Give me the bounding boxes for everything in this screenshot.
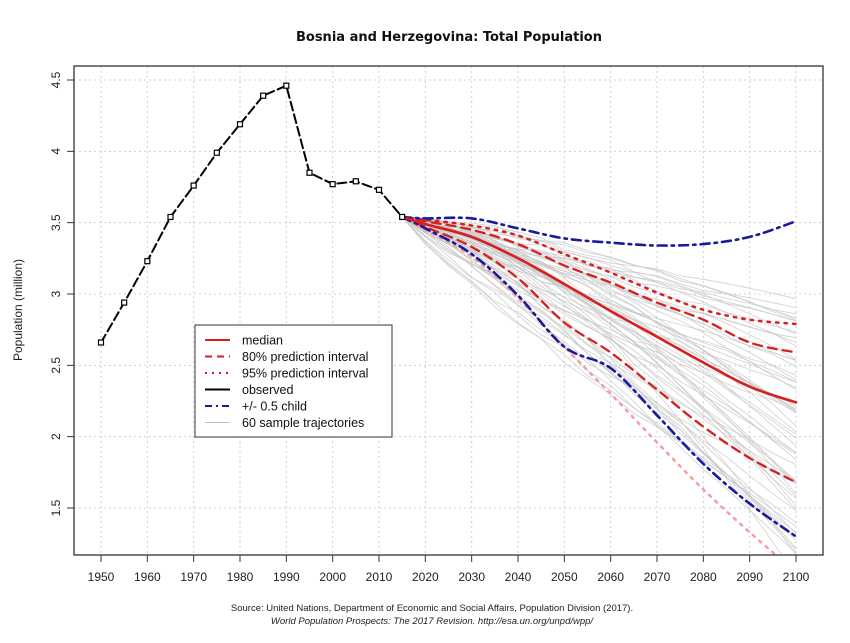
- legend-label: observed: [242, 383, 293, 397]
- observed-point: [190, 182, 197, 189]
- observed-point: [144, 258, 151, 265]
- trajectory-line: [402, 216, 797, 376]
- sample-trajectories: [401, 216, 797, 555]
- observed-markers: [97, 82, 406, 346]
- x-tick-label: 2080: [690, 570, 717, 584]
- y-tick-label: 2: [49, 433, 63, 440]
- chart-title: Bosnia and Herzegovina: Total Population: [296, 30, 602, 45]
- x-tick-label: 1990: [273, 570, 300, 584]
- trajectory-line: [401, 216, 797, 389]
- observed-point: [399, 213, 406, 221]
- observed-point: [306, 169, 313, 176]
- trajectory-line: [402, 216, 797, 454]
- legend-label: 95% prediction interval: [242, 367, 368, 381]
- legend-label: +/- 0.5 child: [242, 400, 307, 414]
- trajectory-line: [402, 216, 797, 335]
- trajectory-line: [402, 216, 797, 320]
- x-tick-label: 2040: [505, 570, 532, 584]
- series-lines: [100, 84, 798, 555]
- observed-point: [121, 299, 128, 306]
- plus-half-child-line: [400, 215, 798, 247]
- trajectory-line: [401, 216, 797, 482]
- plot-frame: [73, 65, 824, 556]
- trajectory-line: [402, 216, 797, 534]
- trajectory-line: [401, 216, 797, 361]
- y-tick-label: 1.5: [49, 499, 63, 516]
- x-tick-label: 2030: [458, 570, 485, 584]
- trajectory-line: [402, 216, 797, 454]
- observed-point: [329, 181, 336, 188]
- trajectory-line: [401, 216, 797, 466]
- observed-line: [100, 84, 404, 344]
- trajectory-line: [402, 216, 797, 343]
- y-tick-label: 3.5: [49, 214, 63, 231]
- observed-point: [260, 92, 267, 99]
- x-tick-label: 1960: [134, 570, 161, 584]
- legend: median 80% prediction interval 95% predict…: [194, 324, 393, 438]
- source-line-2: World Population Prospects: The 2017 Rev…: [271, 616, 594, 627]
- trajectory-line: [401, 216, 797, 527]
- observed-point: [97, 339, 105, 346]
- observed-point: [375, 186, 383, 193]
- x-tick-label: 2000: [319, 570, 346, 584]
- observed-point: [283, 82, 290, 89]
- y-axis: 1.5 2 2.5 3 3.5 4 4.5: [49, 71, 74, 516]
- trajectory-line: [401, 216, 797, 533]
- grid-lines: [74, 66, 823, 555]
- trajectory-line: [401, 216, 797, 482]
- legend-label: median: [242, 334, 283, 348]
- y-tick-label: 2.5: [49, 357, 63, 374]
- minus-half-child-line: [400, 215, 798, 538]
- observed-point: [167, 213, 174, 221]
- pi80-lower-line: [401, 215, 798, 484]
- x-tick-label: 1950: [88, 570, 115, 584]
- x-tick-label: 2020: [412, 570, 439, 584]
- legend-box: [194, 324, 393, 438]
- trajectory-line: [402, 216, 797, 300]
- x-tick-label: 2070: [644, 570, 671, 584]
- x-tick-label: 2090: [736, 570, 763, 584]
- pi95-lower-line: [400, 215, 778, 555]
- observed-point: [352, 178, 359, 185]
- trajectory-line: [402, 216, 797, 538]
- x-axis: 1950 1960 1970 1980 1990 2000 2010 2020 2030 2040…: [88, 555, 810, 584]
- pi80-upper-line: [401, 215, 798, 354]
- median-line: [400, 215, 798, 404]
- trajectory-line: [402, 216, 797, 339]
- legend-label: 80% prediction interval: [242, 350, 368, 364]
- y-tick-label: 4.5: [49, 71, 63, 88]
- y-tick-label: 3: [49, 290, 63, 297]
- x-tick-label: 2010: [366, 570, 393, 584]
- x-tick-label: 1980: [227, 570, 254, 584]
- trajectory-line: [401, 216, 797, 511]
- x-tick-label: 2100: [783, 570, 810, 584]
- legend-label: 60 sample trajectories: [242, 416, 364, 430]
- y-tick-label: 4: [49, 148, 63, 155]
- trajectory-line: [402, 216, 797, 439]
- observed-point: [213, 149, 220, 156]
- x-tick-label: 1970: [180, 570, 207, 584]
- x-tick-label: 2060: [597, 570, 624, 584]
- pi95-upper-line: [400, 215, 798, 326]
- trajectory-line: [402, 216, 797, 347]
- source-line-1: Source: United Nations, Department of Ec…: [231, 603, 633, 614]
- trajectory-line: [401, 216, 797, 413]
- x-tick-label: 2050: [551, 570, 578, 584]
- y-axis-label: Population (million): [11, 259, 25, 361]
- trajectory-line: [402, 216, 797, 499]
- trajectory-line: [402, 216, 797, 541]
- observed-point: [236, 121, 244, 128]
